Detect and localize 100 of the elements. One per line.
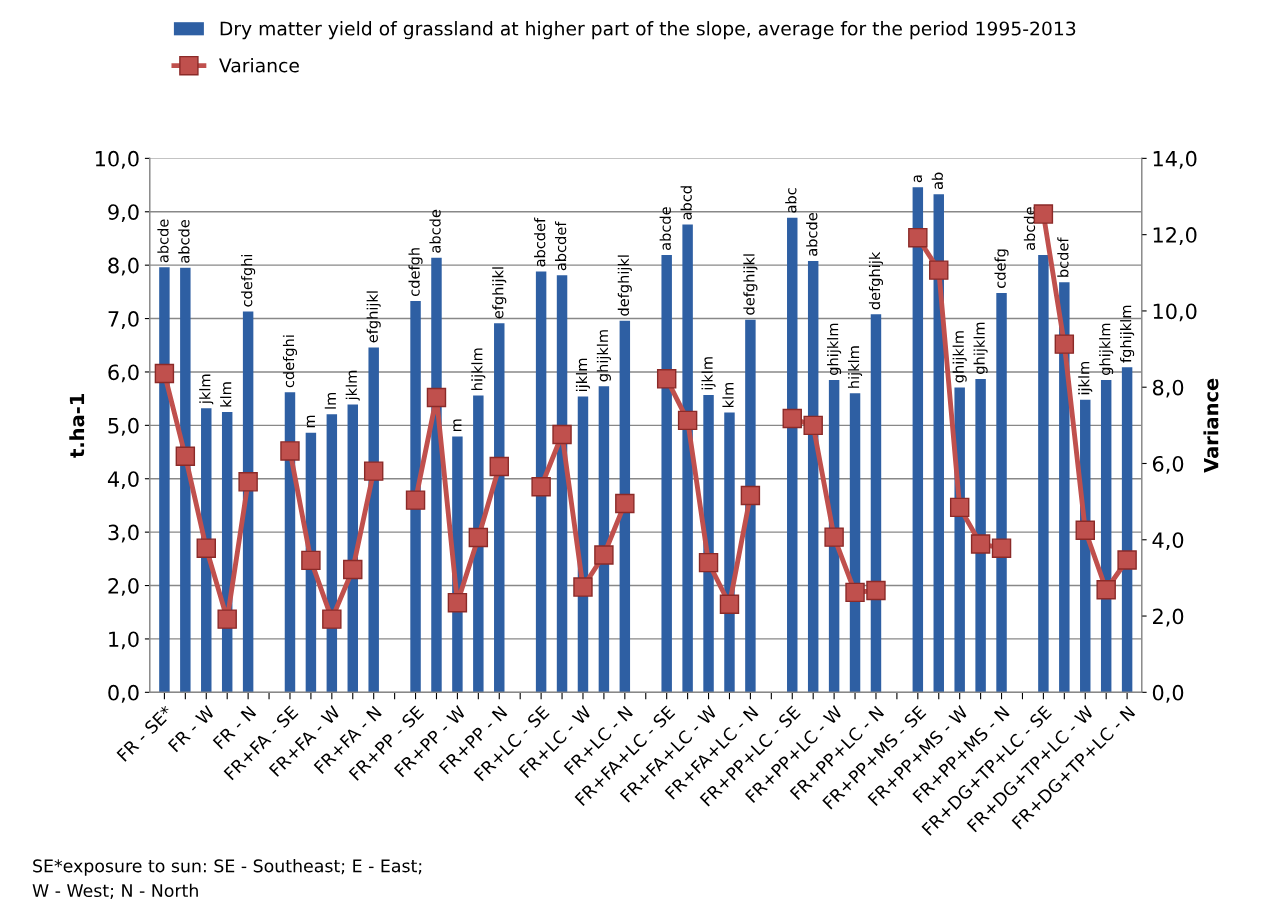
data-label: ijklm [575, 358, 591, 391]
data-label: abcde [429, 209, 441, 253]
data-label: a [913, 175, 923, 183]
point [1096, 580, 1116, 600]
y2-tick-label: 0,0 [1152, 684, 1184, 703]
y-tick-label: 2,0 [108, 577, 139, 596]
data-label: ghijklm [596, 330, 611, 382]
data-label: ghijklm [1099, 323, 1114, 375]
point [217, 609, 237, 629]
bar [473, 395, 484, 693]
bar [368, 347, 379, 693]
bar [870, 314, 882, 693]
point [1117, 550, 1137, 570]
point [1033, 204, 1054, 224]
point [824, 527, 844, 547]
y-tick-label: 8,0 [108, 257, 139, 276]
data-label: ijklm [1078, 361, 1093, 395]
data-label: abcdef [534, 217, 546, 267]
data-label: fghijklm [1120, 305, 1135, 363]
y2-tick-label: 10,0 [1153, 303, 1197, 322]
data-label: abcde [178, 220, 190, 263]
y2-tick-label: 6,0 [1152, 455, 1184, 474]
data-label: abc [785, 188, 797, 213]
bar [1038, 255, 1049, 693]
point [677, 410, 698, 431]
data-label: defghijkl [743, 254, 758, 315]
data-label: abcde [806, 213, 818, 256]
data-label: hijklm [847, 346, 863, 388]
bar [410, 300, 421, 693]
y-tick-label: 1,0 [109, 631, 139, 650]
bar [745, 319, 756, 693]
y2-tick-label: 14,0 [1153, 150, 1197, 169]
data-label: efghijkl [492, 267, 507, 319]
data-label: cdefghi [282, 335, 298, 388]
legend-label: Variance [219, 57, 299, 73]
data-label: efghijkl [366, 291, 381, 343]
point [719, 594, 740, 614]
bar [661, 255, 672, 693]
point [970, 534, 991, 554]
y2-tick-label: 12,0 [1153, 227, 1197, 245]
point [531, 477, 551, 497]
point [175, 446, 196, 466]
data-label: cdefgh [408, 248, 423, 296]
point [656, 369, 677, 389]
y-tick-label: 9,0 [108, 204, 139, 223]
data-label: ghijklm [952, 331, 967, 383]
data-label: m [453, 419, 462, 432]
point [615, 493, 635, 514]
point [782, 408, 802, 429]
data-label: bcdef [1057, 237, 1069, 277]
data-label: ghijklm [973, 322, 988, 374]
point [447, 592, 468, 613]
bar [159, 267, 170, 693]
point [154, 363, 175, 384]
point [929, 260, 949, 280]
data-label: ghijklm [827, 323, 842, 375]
point [991, 538, 1012, 558]
y-tick-label: 7,0 [108, 311, 139, 329]
data-label: abcde [157, 219, 169, 263]
point [698, 552, 719, 573]
point [426, 387, 447, 408]
point [573, 577, 593, 597]
point [468, 527, 489, 548]
bar [494, 323, 505, 693]
point [405, 490, 426, 510]
bar [535, 271, 547, 693]
data-label: m [306, 415, 315, 428]
data-label: jklm [199, 374, 214, 405]
point [343, 559, 363, 580]
bar [912, 187, 924, 693]
data-label: jklm [345, 370, 360, 401]
data-label: defghijkl [617, 255, 632, 316]
point [740, 485, 761, 506]
y-tick-label: 3,0 [108, 524, 139, 543]
data-label: klm [722, 382, 734, 408]
point [845, 582, 865, 603]
data-label: abcde [659, 207, 671, 250]
data-label: abcd [680, 186, 692, 220]
point [1054, 334, 1075, 354]
point [363, 461, 384, 481]
point [280, 441, 300, 461]
y2-tick-label: 8,0 [1152, 379, 1184, 398]
data-label: ab [931, 172, 943, 190]
point [803, 415, 823, 436]
y-tick-label: 6,0 [108, 364, 139, 383]
point [301, 550, 321, 571]
data-label: klm [220, 382, 232, 407]
bar [619, 320, 631, 693]
data-label: hijklm [471, 348, 486, 390]
data-label: abcdef [554, 221, 567, 271]
point [1075, 520, 1095, 540]
bar [787, 217, 798, 693]
point [196, 538, 216, 558]
y2-tick-label: 2,0 [1153, 608, 1184, 627]
data-label: cdefghi [241, 254, 256, 307]
bar [682, 224, 693, 693]
point [238, 472, 258, 492]
point [908, 227, 928, 248]
data-label: cdefg [994, 249, 1009, 288]
point [866, 580, 886, 601]
